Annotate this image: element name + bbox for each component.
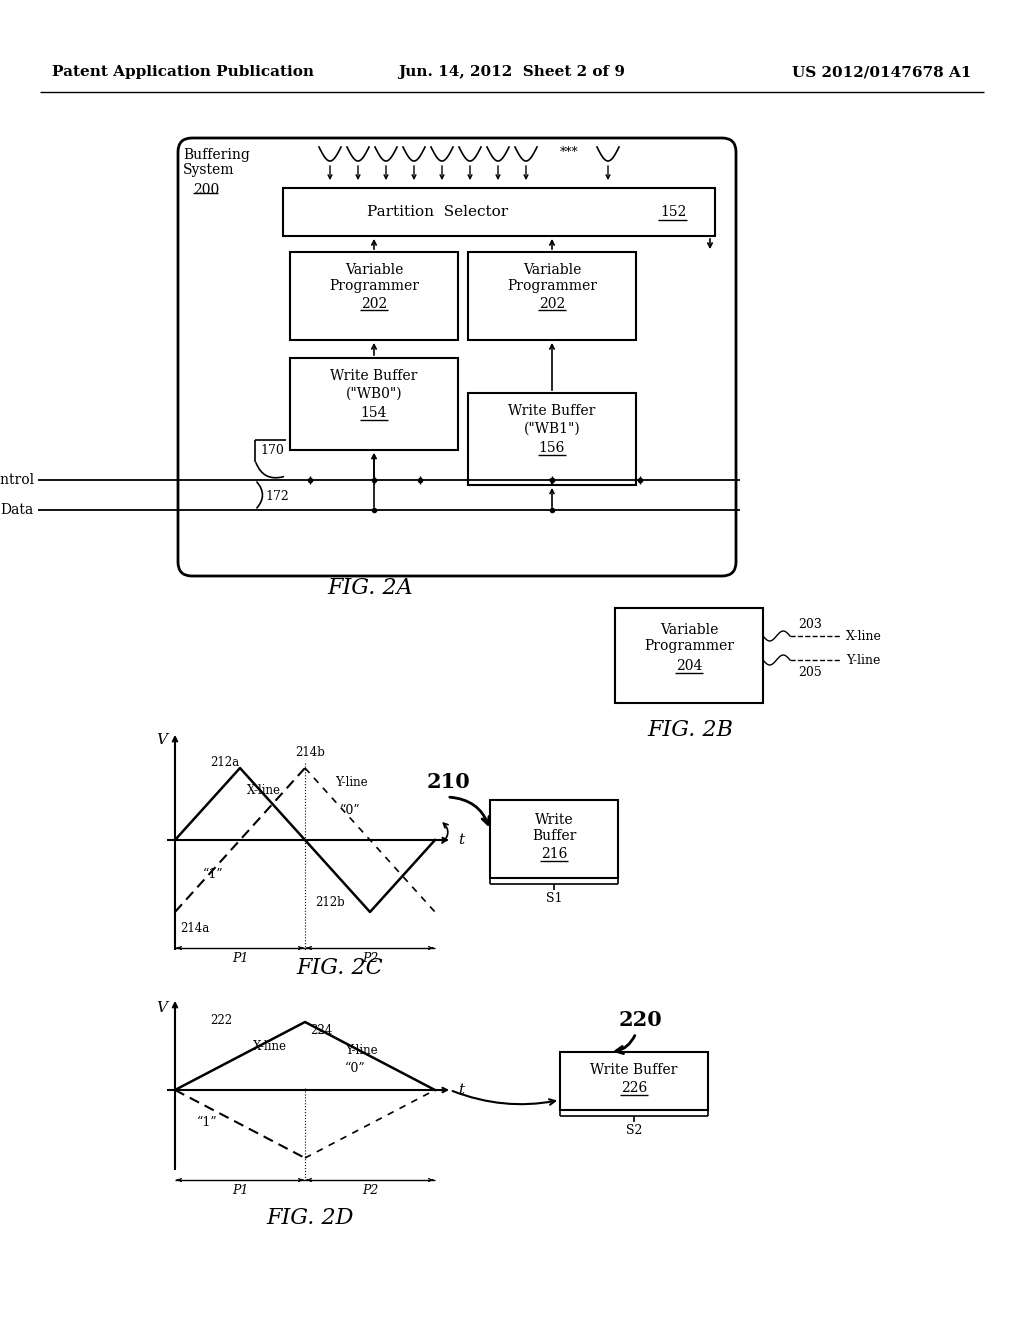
- Text: 214a: 214a: [180, 921, 209, 935]
- Text: P1: P1: [231, 952, 248, 965]
- Text: Programmer: Programmer: [329, 279, 419, 293]
- Text: Write: Write: [535, 813, 573, 828]
- Text: ***: ***: [560, 145, 579, 158]
- Text: X-line: X-line: [247, 784, 281, 796]
- Text: V: V: [156, 733, 167, 747]
- Text: 172: 172: [265, 490, 289, 503]
- FancyArrowPatch shape: [257, 482, 262, 508]
- Text: “0”: “0”: [340, 804, 360, 817]
- Text: Variable: Variable: [659, 623, 718, 638]
- Text: Programmer: Programmer: [507, 279, 597, 293]
- Bar: [468, 252, 636, 341]
- Text: 204: 204: [676, 659, 702, 673]
- Bar: [283, 187, 715, 236]
- Text: 205: 205: [798, 665, 821, 678]
- Text: S2: S2: [626, 1123, 642, 1137]
- Text: Variable: Variable: [345, 263, 403, 277]
- Text: Programmer: Programmer: [644, 639, 734, 653]
- Text: S1: S1: [546, 891, 562, 904]
- Text: “1”: “1”: [203, 869, 223, 882]
- FancyBboxPatch shape: [178, 139, 736, 576]
- Text: FIG. 2B: FIG. 2B: [647, 719, 733, 741]
- Text: 152: 152: [660, 205, 686, 219]
- Text: 156: 156: [539, 441, 565, 455]
- Text: Y-line: Y-line: [846, 653, 881, 667]
- Text: 224: 224: [310, 1023, 332, 1036]
- FancyArrowPatch shape: [256, 462, 284, 478]
- Text: FIG. 2C: FIG. 2C: [297, 957, 383, 979]
- Text: “0”: “0”: [345, 1061, 366, 1074]
- Text: 222: 222: [210, 1014, 232, 1027]
- Text: Partition  Selector: Partition Selector: [368, 205, 509, 219]
- Text: 226: 226: [621, 1081, 647, 1096]
- Text: 210: 210: [426, 772, 470, 792]
- Bar: [290, 358, 458, 450]
- Text: ("WB1"): ("WB1"): [523, 422, 581, 436]
- Text: 212b: 212b: [315, 895, 345, 908]
- Bar: [468, 393, 636, 484]
- Text: Y-line: Y-line: [335, 776, 368, 788]
- Text: 203: 203: [798, 618, 822, 631]
- Text: System: System: [183, 162, 234, 177]
- Text: Write Buffer: Write Buffer: [331, 370, 418, 383]
- FancyArrowPatch shape: [442, 824, 449, 843]
- Bar: [290, 252, 458, 341]
- Text: Write Buffer: Write Buffer: [590, 1063, 678, 1077]
- Text: X-line: X-line: [253, 1040, 287, 1052]
- Text: t: t: [458, 833, 464, 847]
- Text: Write Buffer: Write Buffer: [508, 404, 596, 418]
- Text: t: t: [458, 1082, 464, 1097]
- Text: US 2012/0147678 A1: US 2012/0147678 A1: [793, 65, 972, 79]
- Text: 154: 154: [360, 407, 387, 420]
- Text: FIG. 2D: FIG. 2D: [266, 1206, 353, 1229]
- Text: 220: 220: [618, 1010, 662, 1030]
- Text: 170: 170: [260, 444, 284, 457]
- Text: ("WB0"): ("WB0"): [346, 387, 402, 401]
- Bar: [490, 800, 618, 878]
- Text: Buffering: Buffering: [183, 148, 250, 162]
- Text: P2: P2: [361, 1184, 378, 1196]
- FancyArrowPatch shape: [615, 1035, 635, 1053]
- Text: 200: 200: [193, 183, 219, 197]
- Text: Variable: Variable: [523, 263, 582, 277]
- Text: X-line: X-line: [846, 630, 882, 643]
- Text: Control: Control: [0, 473, 34, 487]
- Text: Y-line: Y-line: [345, 1044, 378, 1056]
- Bar: [560, 1052, 708, 1110]
- Text: 202: 202: [539, 297, 565, 312]
- Text: Data: Data: [1, 503, 34, 517]
- Text: 216: 216: [541, 847, 567, 861]
- Text: 202: 202: [360, 297, 387, 312]
- Text: Jun. 14, 2012  Sheet 2 of 9: Jun. 14, 2012 Sheet 2 of 9: [398, 65, 626, 79]
- Text: 212a: 212a: [210, 755, 240, 768]
- FancyArrowPatch shape: [453, 1092, 555, 1105]
- Text: “1”: “1”: [197, 1115, 218, 1129]
- Text: P2: P2: [361, 952, 378, 965]
- Bar: [615, 609, 763, 704]
- Text: 214b: 214b: [295, 746, 325, 759]
- Text: Patent Application Publication: Patent Application Publication: [52, 65, 314, 79]
- Text: V: V: [156, 1001, 167, 1015]
- Text: FIG. 2A: FIG. 2A: [327, 577, 413, 599]
- FancyArrowPatch shape: [450, 797, 489, 825]
- Text: Buffer: Buffer: [531, 829, 577, 843]
- Text: P1: P1: [231, 1184, 248, 1196]
